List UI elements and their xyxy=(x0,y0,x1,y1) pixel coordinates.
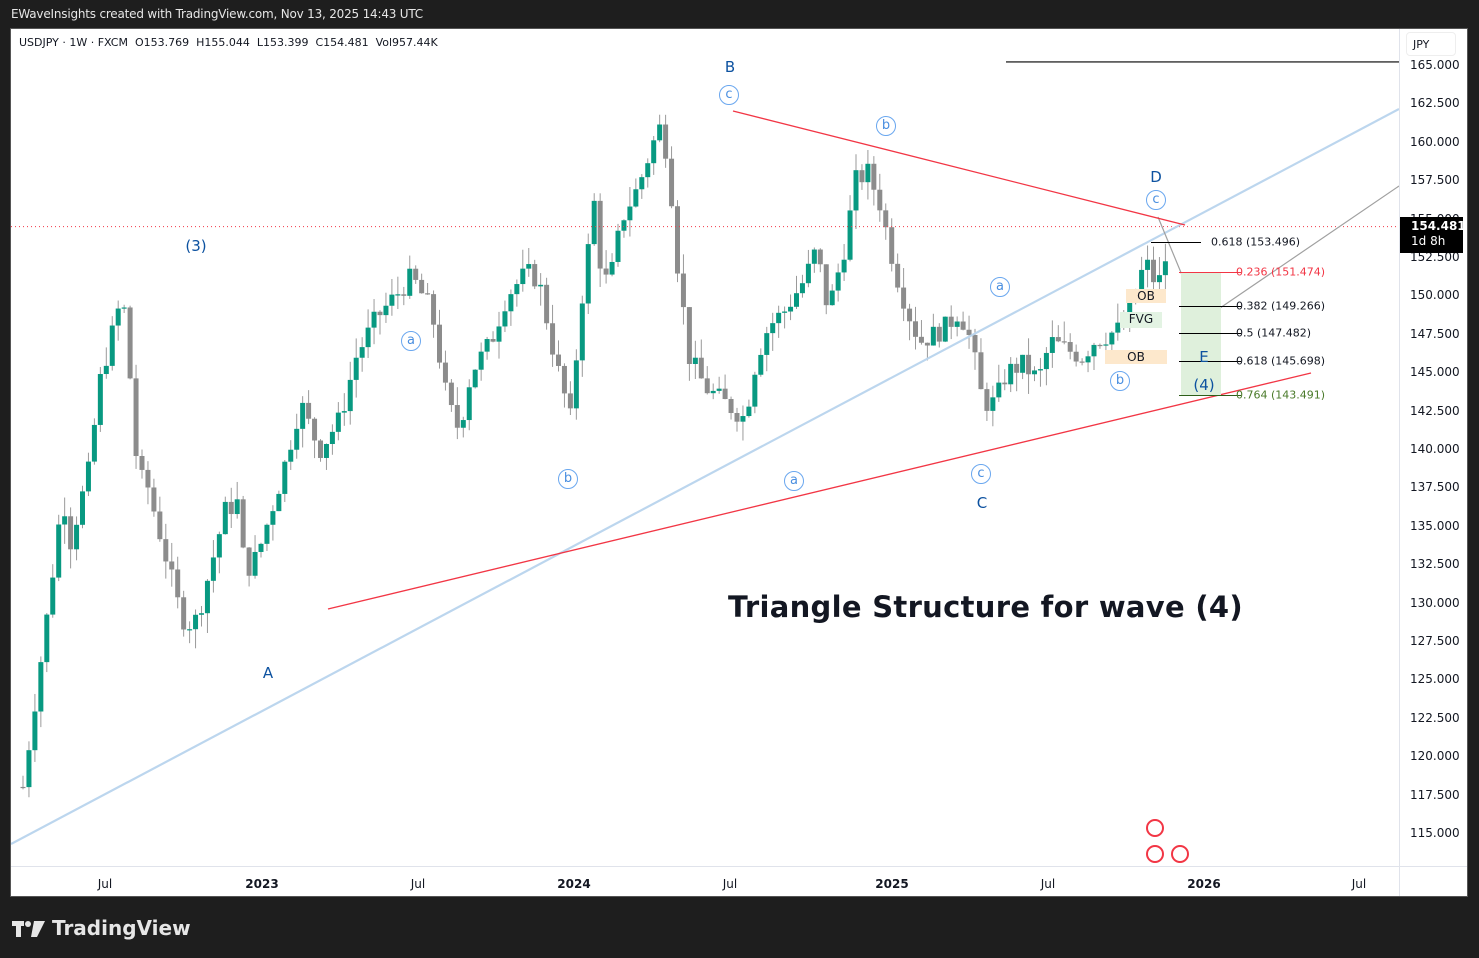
current-price-tag: 154.481 1d 8h xyxy=(1400,217,1466,253)
tradingview-logo: TradingView xyxy=(12,916,191,940)
price-tick: 157.500 xyxy=(1410,173,1460,188)
fib-level-label: 0.382 (149.266) xyxy=(1236,299,1326,313)
price-tick: 130.000 xyxy=(1410,595,1460,610)
time-tick: Jul xyxy=(1351,877,1367,891)
fib-level-label: 0.618 (145.698) xyxy=(1236,354,1326,368)
wave-label[interactable]: D xyxy=(1150,168,1162,186)
price-tick: 152.500 xyxy=(1410,250,1460,264)
price-tick: 160.000 xyxy=(1410,134,1460,149)
price-axis[interactable]: JPY 165.000162.500160.000157.500155.0001… xyxy=(1399,29,1467,866)
price-tick: 115.000 xyxy=(1410,826,1460,840)
time-tick: Jul xyxy=(722,877,738,891)
wave-label[interactable]: (4) xyxy=(1193,376,1215,394)
brand-name: TradingView xyxy=(52,916,191,940)
price-tick: 140.000 xyxy=(1410,442,1460,456)
wave-label[interactable]: A xyxy=(262,664,274,682)
wave-label[interactable]: (3) xyxy=(185,237,207,255)
fvg-zone[interactable]: FVG xyxy=(1120,312,1162,328)
wave-label[interactable]: E xyxy=(1199,348,1209,366)
fib-level-label: 0.618 (153.496) xyxy=(1211,235,1301,249)
subwave-label[interactable]: c xyxy=(719,85,739,105)
price-tick: 142.500 xyxy=(1410,403,1460,418)
price-tick: 165.000 xyxy=(1410,58,1460,72)
price-tick: 120.000 xyxy=(1410,749,1460,764)
wave-e-target-zone[interactable] xyxy=(1181,272,1221,396)
symbol-legend[interactable]: USDJPY · 1W · FXCM O153.769 H155.044 L15… xyxy=(19,36,438,49)
wave-label[interactable]: C xyxy=(976,494,988,512)
bar-countdown: 1d 8h xyxy=(1411,234,1446,248)
time-tick: Jul xyxy=(1040,877,1056,891)
wave-label[interactable]: B xyxy=(724,58,736,76)
time-tick: 2026 xyxy=(1187,877,1221,891)
fib-level-line[interactable] xyxy=(1179,395,1241,396)
time-axis[interactable]: Jul 2023 Jul 2024 Jul 2025 Jul 2026 Jul xyxy=(11,866,1399,896)
price-tick: 117.500 xyxy=(1410,787,1460,802)
subwave-label[interactable]: c xyxy=(971,464,991,484)
time-tick: Jul xyxy=(97,877,113,891)
fib-level-line[interactable] xyxy=(1179,361,1241,362)
subwave-label[interactable]: c xyxy=(1146,190,1166,210)
us-flag-event-icon[interactable] xyxy=(1146,819,1164,837)
fib-level-line[interactable] xyxy=(1179,272,1241,273)
current-price: 154.481 xyxy=(1411,219,1466,233)
price-tick: 137.500 xyxy=(1410,480,1460,495)
price-tick: 135.000 xyxy=(1410,518,1460,533)
ob-zone[interactable]: OB xyxy=(1126,289,1166,303)
price-tick: 125.000 xyxy=(1410,672,1460,687)
fib-level-label: 0.236 (151.474) xyxy=(1236,265,1326,279)
event-dot-icon[interactable] xyxy=(1146,845,1164,863)
fib-level-line[interactable] xyxy=(1179,306,1241,307)
fib-level-label: 0.5 (147.482) xyxy=(1236,326,1312,340)
currency-label[interactable]: JPY xyxy=(1406,32,1456,56)
fib-level-label: 0.764 (143.491) xyxy=(1236,388,1326,402)
subwave-label[interactable]: b xyxy=(1110,371,1130,391)
price-tick: 145.000 xyxy=(1410,365,1460,380)
chart-panel[interactable]: USDJPY · 1W · FXCM O153.769 H155.044 L15… xyxy=(10,28,1468,897)
subwave-label[interactable]: a xyxy=(990,277,1010,297)
price-tick: 122.500 xyxy=(1410,710,1460,725)
chart-title-annotation: Triangle Structure for wave (4) xyxy=(728,590,1243,624)
chart-credit: EWaveInsights created with TradingView.c… xyxy=(11,7,423,21)
price-tick: 147.500 xyxy=(1410,326,1460,341)
ob-zone[interactable]: OB xyxy=(1105,350,1167,364)
time-tick: 2024 xyxy=(557,877,591,891)
axis-corner xyxy=(1399,866,1467,896)
subwave-label[interactable]: b xyxy=(558,469,578,489)
fib-level-line[interactable] xyxy=(1179,333,1241,334)
price-tick: 132.500 xyxy=(1410,557,1460,572)
price-tick: 162.500 xyxy=(1410,96,1460,111)
tradingview-logo-icon xyxy=(12,921,45,937)
time-tick: 2025 xyxy=(875,877,909,891)
fib-level-line[interactable] xyxy=(1151,242,1201,243)
subwave-label[interactable]: a xyxy=(784,471,804,491)
subwave-label[interactable]: b xyxy=(876,116,896,136)
us-flag-event-icon[interactable] xyxy=(1171,845,1189,863)
subwave-label[interactable]: a xyxy=(401,331,421,351)
price-tick: 150.000 xyxy=(1410,288,1460,303)
price-chart-canvas[interactable] xyxy=(11,29,1399,866)
time-tick: 2023 xyxy=(245,877,279,891)
price-tick: 127.500 xyxy=(1410,634,1460,648)
time-tick: Jul xyxy=(410,877,426,891)
